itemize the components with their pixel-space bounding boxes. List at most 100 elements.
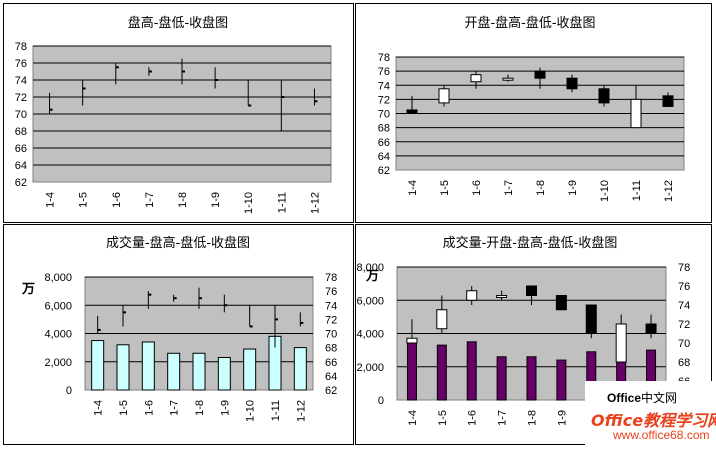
- volume-bar: [406, 341, 417, 401]
- y-right-tick-label: 78: [678, 262, 690, 274]
- volume-unit-label: 万: [21, 282, 35, 297]
- y-tick-label: 68: [15, 126, 27, 138]
- chart-panel-2: 开盘-盘高-盘低-收盘图 62 64 66 68 70 72 74 76 78 1-4 1-5 1-6 1…: [378, 15, 685, 202]
- x-tick-label: 1-9: [556, 410, 568, 426]
- volume-bar: [436, 344, 447, 401]
- y-left-tick-label: 4,000: [356, 329, 384, 341]
- x-tick-label: 1-5: [439, 180, 451, 196]
- y-tick-label: 74: [378, 80, 390, 92]
- candle-up: [466, 290, 478, 301]
- y-right-tick-label: 64: [325, 371, 337, 383]
- y-right-tick-label: 74: [325, 300, 337, 312]
- x-tick-label: 1-5: [78, 192, 90, 208]
- y-tick-label: 76: [378, 66, 390, 78]
- y-left-tick-label: 8,000: [356, 262, 384, 274]
- x-tick-label: 1-6: [467, 410, 479, 426]
- volume-bar: [192, 352, 206, 391]
- y-tick-label: 62: [15, 177, 27, 189]
- y-tick-label: 72: [15, 92, 27, 104]
- x-tick-label: 1-7: [144, 192, 156, 208]
- chart-title: 盘高-盘低-收盘图: [128, 15, 228, 31]
- y-left-tick-label: 6,000: [44, 300, 72, 312]
- y-right-tick-label: 76: [325, 286, 337, 298]
- y-left-tick-label: 8,000: [44, 272, 72, 284]
- candle-up: [630, 98, 642, 129]
- chart-title: 成交量-开盘-盘高-盘低-收盘图: [443, 235, 618, 251]
- chart-panel-3: 成交量-盘高-盘低-收盘图 0 2,000 4,000 6,000 8,000 62 64 66…: [21, 235, 337, 422]
- y-tick-label: 64: [15, 160, 27, 172]
- candle-down: [598, 88, 610, 104]
- watermark-brand-en: Office: [607, 391, 642, 405]
- x-tick-label: 1-8: [177, 192, 189, 208]
- y-tick-label: 64: [378, 151, 390, 163]
- candle-down: [662, 95, 674, 107]
- chart-panel-4: 成交量-开盘-盘高-盘低-收盘图02,0004,0006,0008,000646…: [356, 235, 690, 432]
- candle-up: [436, 309, 448, 330]
- chart-title: 开盘-盘高-盘低-收盘图: [464, 15, 595, 31]
- x-tick-label: 1-10: [243, 192, 255, 214]
- y-tick-label: 72: [378, 94, 390, 106]
- x-tick-label: 1-6: [111, 192, 123, 208]
- volume-bar: [243, 348, 257, 391]
- y-right-tick-label: 70: [325, 329, 337, 341]
- x-tick-label: 1-5: [437, 410, 449, 426]
- x-tick-label: 1-10: [245, 400, 257, 422]
- watermark-brand: Office中文网: [607, 389, 677, 406]
- x-tick-label: 1-9: [219, 400, 231, 416]
- x-tick-label: 1-11: [276, 192, 288, 213]
- x-tick-label: 1-4: [45, 192, 57, 208]
- watermark-brand-cn: 中文网: [641, 391, 678, 405]
- x-tick-label: 1-12: [309, 192, 321, 214]
- x-tick-label: 1-12: [663, 180, 675, 202]
- y-right-tick-label: 66: [325, 357, 337, 369]
- x-tick-label: 1-12: [295, 400, 307, 422]
- y-left-tick-label: 6,000: [356, 295, 384, 307]
- volume-bar: [217, 357, 231, 391]
- x-tick-label: 1-9: [567, 180, 579, 196]
- y-tick-label: 66: [378, 137, 390, 149]
- y-tick-label: 62: [378, 165, 390, 177]
- candle-down: [406, 109, 418, 114]
- y-tick-label: 78: [378, 52, 390, 64]
- y-right-tick-label: 72: [325, 314, 337, 326]
- y-right-tick-label: 74: [678, 300, 690, 312]
- y-left-tick-label: 0: [378, 395, 384, 407]
- y-left-tick-label: 0: [66, 385, 72, 397]
- x-tick-label: 1-9: [210, 192, 222, 208]
- x-tick-label: 1-4: [407, 410, 419, 426]
- y-right-tick-label: 68: [325, 343, 337, 355]
- candle-up: [502, 77, 514, 81]
- x-tick-label: 1-7: [497, 410, 509, 426]
- y-tick-label: 76: [15, 58, 27, 70]
- chart-title: 成交量-盘高-盘低-收盘图: [106, 235, 250, 251]
- candle-down: [645, 323, 657, 334]
- volume-bar: [496, 356, 507, 401]
- candle-up: [496, 295, 508, 298]
- x-tick-label: 1-7: [503, 180, 515, 196]
- y-left-tick-label: 2,000: [44, 357, 72, 369]
- x-tick-label: 1-7: [169, 400, 181, 416]
- y-tick-label: 70: [378, 109, 390, 121]
- x-tick-label: 1-8: [194, 400, 206, 416]
- volume-bar: [556, 359, 567, 401]
- y-left-tick-label: 4,000: [44, 329, 72, 341]
- y-tick-label: 78: [15, 41, 27, 53]
- x-tick-label: 1-11: [631, 180, 643, 201]
- candle-down: [534, 70, 546, 79]
- volume-bar: [466, 341, 477, 401]
- volume-bar: [167, 352, 181, 391]
- candle-down: [585, 304, 597, 334]
- x-tick-label: 1-4: [407, 180, 419, 196]
- y-right-tick-label: 72: [678, 319, 690, 331]
- candle-up: [615, 323, 627, 363]
- candle-down: [526, 285, 537, 296]
- candle-up: [438, 88, 450, 104]
- volume-bar: [141, 341, 155, 391]
- volume-bar: [91, 340, 105, 391]
- candle-up: [406, 337, 418, 344]
- y-left-tick-label: 2,000: [356, 362, 384, 374]
- x-tick-label: 1-6: [471, 180, 483, 196]
- chart-panel-1: 盘高-盘低-收盘图 62 64 66 68 70 72 74 76 78 1-4 1-5 1-6 1-7 1…: [15, 15, 332, 214]
- x-tick-label: 1-8: [535, 180, 547, 196]
